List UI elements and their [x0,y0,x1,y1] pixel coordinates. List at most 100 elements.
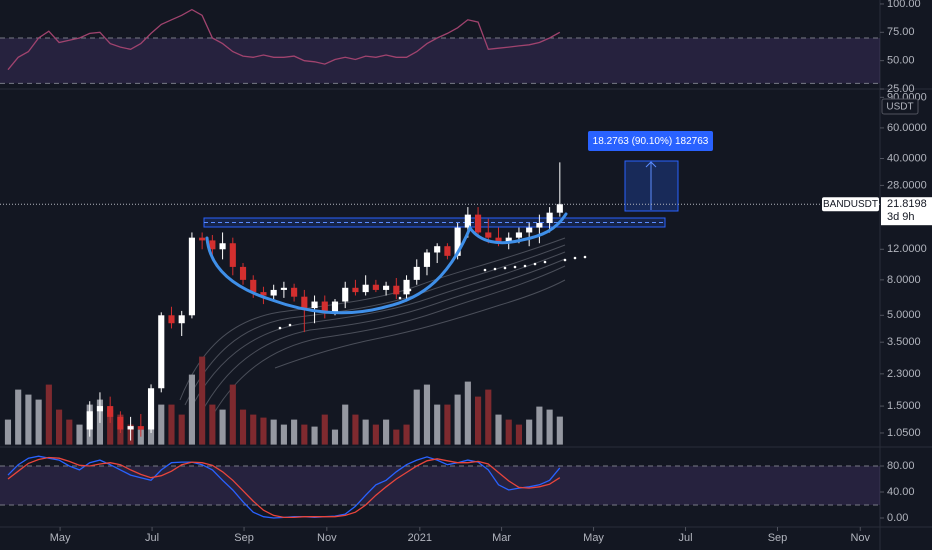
x-tick-label: Jul [145,532,159,544]
volume-bar [4,419,12,445]
volume-bar [280,424,287,445]
y-tick-label: 3.5000 [887,336,921,348]
x-tick-label: May [50,532,71,544]
candle-body [342,287,349,302]
candle-body [536,223,543,228]
x-tick-label: Nov [317,532,337,544]
dot [288,323,292,327]
dot [533,262,537,266]
volume-bar [76,424,83,445]
volume-bar [505,419,512,445]
resistance-zone [203,217,666,228]
y-tick-label: 75.00 [887,26,915,38]
candle-body [485,232,492,238]
candle-body [291,287,298,297]
candle-body [199,237,206,241]
candle-body [127,426,134,430]
candle-body [137,426,144,430]
y-tick-label: 80.00 [887,460,915,472]
volume-bar [434,404,441,445]
candle-body [280,287,287,290]
volume-bar [301,424,308,445]
candle-body [147,388,155,430]
volume-bar [515,424,523,445]
x-tick-label: Sep [234,532,254,544]
dot [513,265,517,269]
x-tick-label: Mar [492,532,511,544]
volume-bar [372,424,379,445]
x-tick-label: 2021 [408,532,432,544]
volume-bar [464,381,471,445]
symbol-box [822,197,879,212]
ma-line [179,237,566,401]
volume-bar [475,396,482,445]
candle-body [321,301,328,313]
volume-bar [536,406,543,445]
candle-body [331,301,339,313]
measure-tool: 18.2763 (90.10%) 182763 [588,131,713,212]
volume-bar [556,416,563,445]
volume-bar [362,419,369,445]
volume-bar [485,389,492,445]
measure-arrowhead [645,161,657,168]
ma-line [184,244,566,406]
dot [398,296,402,300]
y-tick-label: 0.00 [887,512,908,524]
y-tick-label: 5.0000 [887,309,921,321]
volume-bar [393,429,400,445]
currency-box [881,98,919,115]
dot [278,326,282,330]
trend-dots [278,255,587,330]
y-tick-label: 40.0000 [887,152,927,164]
volume-bar [56,409,63,445]
candle-body [444,246,451,256]
x-tick-label: Sep [768,532,788,544]
candle-body [454,227,461,256]
dot [493,267,497,271]
y-tick-label: 60.0000 [887,122,927,134]
volume-bar [66,419,73,445]
candle-body [96,406,104,412]
volume-bar [423,384,431,445]
y-tick-label: 40.00 [887,486,915,498]
volume-bar [546,409,553,445]
volume-bar [270,419,277,445]
ma-line [209,265,566,421]
candle-body [311,301,318,309]
volume-bar [260,417,267,445]
y-tick-label: 1.0500 [887,427,921,439]
candle-body [526,227,533,233]
volume-bar [311,426,318,445]
x-tick-label: May [583,532,604,544]
y-tick-label: 50.00 [887,55,915,67]
candle-body [301,296,308,309]
candle-body [546,212,553,224]
volume-bar [352,414,359,445]
candle-body [475,214,482,233]
volume-bar [178,414,185,445]
ma-ribbon [179,237,566,421]
volume-bar [219,409,226,445]
y-tick-label: 28.0000 [887,179,927,191]
candle-body [107,406,114,417]
candle-body [383,285,390,290]
candle-body [86,411,93,430]
dot [503,266,507,270]
x-tick-label: Jul [678,532,692,544]
volume-bar [291,419,298,445]
indicator-line [7,8,561,71]
band-fill [0,37,880,84]
cup-handle-drawing [205,212,568,315]
dot [543,260,547,264]
candle-body [423,252,431,267]
volume-bar [321,414,328,445]
volume-bar [158,404,165,445]
candle-body [270,289,277,296]
volume-bar [209,404,216,445]
candle-body [393,285,400,295]
candle-body [556,204,563,213]
zone-rect [203,217,666,228]
dot [583,255,587,259]
candle-body [495,237,502,244]
